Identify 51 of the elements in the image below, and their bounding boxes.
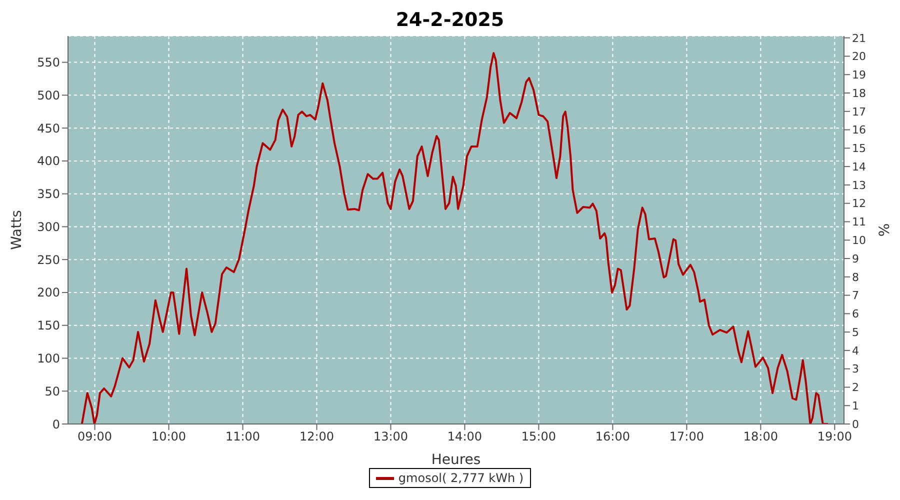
x-tick-label: 13:00 [373,430,408,444]
y2-tick-label: 9 [852,252,859,266]
x-tick-label: 12:00 [299,430,334,444]
y2-tick-label: 21 [852,32,866,45]
y-tick-label: 450 [37,121,60,136]
x-axis-title: Heures [431,452,481,468]
y2-tick-label: 19 [852,68,866,82]
legend-label: gmosol( 2,777 kWh ) [398,471,524,485]
y-tick-label: 200 [37,286,60,300]
y2-tick-label: 17 [852,105,866,118]
x-tick-label: 14:00 [447,430,482,444]
x-tick-label: 09:00 [77,430,112,444]
y2-tick-label: 15 [852,142,866,156]
y2-tick-label: 18 [852,86,866,100]
y-tick-label: 150 [37,318,60,333]
y-tick-label: 550 [37,56,60,70]
y2-tick-label: 7 [852,289,859,302]
y-tick-label: 300 [37,220,60,234]
y2-tick-label: 0 [852,418,859,431]
y-tick-label: 400 [37,154,60,168]
line-series [80,52,830,424]
y2-tick-label: 1 [852,400,859,413]
x-tick-label: 18:00 [743,430,778,444]
y2-tick-label: 5 [852,326,859,339]
y-tick-label: 50 [44,384,60,398]
x-tick-label: 17:00 [669,430,704,444]
x-tick-label: 10:00 [151,430,186,444]
x-tick-label: 11:00 [225,430,260,444]
y2-tick-label: 20 [852,50,866,64]
y2-tick-label: 12 [852,197,866,210]
y2-tick-label: 10 [852,234,866,248]
y-tick-label: 500 [37,88,60,102]
y-tick-label: 250 [37,252,60,267]
x-tick-label: 15:00 [521,430,556,444]
y2-tick-label: 2 [852,381,859,394]
y2-tick-label: 3 [852,362,859,376]
y2-tick-label: 14 [852,160,866,174]
y2-axis-title: % [876,223,893,237]
x-tick-label: 16:00 [595,430,630,444]
y2-tick-label: 11 [852,216,866,229]
y2-tick-label: 8 [852,270,859,284]
chart-title: 24-2-2025 [394,8,506,32]
y-tick-label: 100 [37,351,60,366]
y-tick-label: 350 [37,187,60,202]
y2-tick-label: 4 [852,344,859,358]
y2-tick-label: 16 [852,124,866,137]
x-tick-label: 19:00 [817,430,852,444]
y-tick-label: 0 [52,417,60,432]
y2-tick-label: 6 [852,308,859,321]
y-axis-title: Watts [8,210,25,250]
y2-tick-label: 13 [852,178,866,192]
